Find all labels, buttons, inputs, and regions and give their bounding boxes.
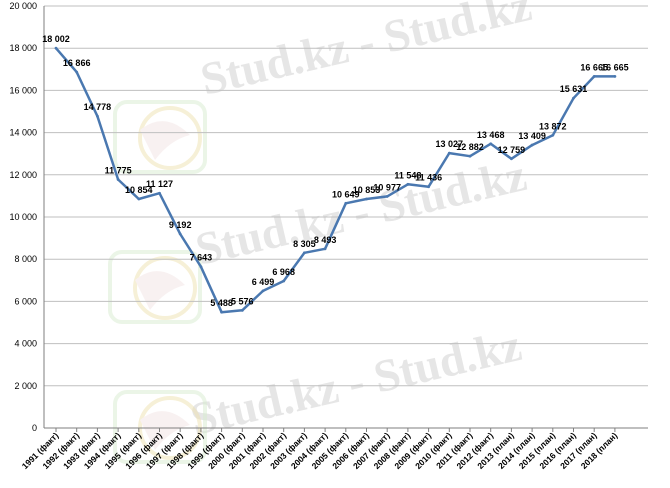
watermark-text: Stud.kz - Stud.kz <box>196 0 536 105</box>
data-label: 13 468 <box>477 130 505 140</box>
data-label: 8 493 <box>314 235 337 245</box>
data-label: 13 409 <box>518 131 546 141</box>
watermark-layer: Stud.kz - Stud.kz Stud.kz - Stud.kz Stud.k… <box>108 0 536 464</box>
watermark-logo-icon <box>108 250 202 324</box>
data-label: 6 968 <box>272 267 295 277</box>
axes <box>43 6 648 432</box>
data-point <box>510 157 513 161</box>
series-layer <box>54 46 617 314</box>
data-point <box>96 114 99 118</box>
data-label: 6 499 <box>252 277 275 287</box>
watermark-text: Stud.kz - Stud.kz <box>191 149 531 275</box>
data-point <box>137 197 141 201</box>
data-label: 5 576 <box>231 296 254 306</box>
y-tick-label: 8 000 <box>14 254 37 264</box>
data-label: 10 977 <box>373 182 401 192</box>
y-tick-label: 12 000 <box>9 170 37 180</box>
data-label: 13 027 <box>436 139 464 149</box>
data-point <box>468 154 472 158</box>
data-point <box>551 133 555 137</box>
series-line <box>55 47 615 314</box>
data-point <box>303 251 306 255</box>
data-point <box>489 142 493 146</box>
data-point <box>406 182 410 186</box>
data-label: 12 882 <box>456 142 484 152</box>
data-point <box>178 232 182 236</box>
data-label: 10 649 <box>332 189 360 199</box>
data-point <box>344 201 348 205</box>
data-label: 11 548 <box>394 170 421 180</box>
data-point <box>592 74 596 78</box>
data-label: 11 775 <box>105 166 132 176</box>
data-label: 10 854 <box>125 185 153 195</box>
data-point <box>385 194 389 198</box>
data-point <box>75 70 79 74</box>
y-tick-label: 10 000 <box>9 212 37 222</box>
y-axis-tick-labels: 0 2 000 4 000 6 000 8 000 10 000 12 000 14 000 1… <box>9 1 37 433</box>
data-label: 7 643 <box>190 253 213 263</box>
data-label: 11 127 <box>146 179 173 189</box>
data-label: 16 665 <box>601 62 629 72</box>
y-tick-label: 20 000 <box>9 1 37 11</box>
data-point <box>572 96 575 100</box>
data-label: 8 305 <box>293 239 316 249</box>
data-label: 10 853 <box>353 185 381 195</box>
data-point <box>158 191 161 195</box>
data-label: 16 866 <box>63 58 91 68</box>
data-label: 16 665 <box>580 62 608 72</box>
y-tick-label: 0 <box>32 423 37 433</box>
data-label: 18 002 <box>42 34 70 44</box>
y-tick-label: 14 000 <box>9 128 37 138</box>
data-label: 11 436 <box>415 173 442 183</box>
watermark-logo-icon <box>113 390 207 464</box>
data-point <box>199 265 203 269</box>
y-tick-label: 6 000 <box>14 296 37 306</box>
data-label: 12 759 <box>498 145 526 155</box>
data-point <box>427 185 430 189</box>
data-point <box>240 308 244 312</box>
data-point <box>116 178 120 181</box>
data-point <box>323 247 327 251</box>
watermark-logo-icon <box>113 100 207 174</box>
y-tick-label: 2 000 <box>14 381 37 391</box>
data-point <box>365 197 368 201</box>
y-tick-label: 16 000 <box>9 85 37 95</box>
y-tick-label: 18 000 <box>9 43 37 53</box>
data-label: 15 631 <box>560 84 588 94</box>
data-point <box>447 151 451 155</box>
data-label: 14 778 <box>84 102 112 112</box>
data-point <box>261 289 265 293</box>
data-point <box>530 143 534 147</box>
x-axis-tick-labels: 1991 (факт)1992 (факт)1993 (факт)1994 (ф… <box>20 430 620 471</box>
data-point <box>613 74 617 78</box>
data-label: 13 872 <box>539 121 567 131</box>
data-point <box>54 46 58 50</box>
data-point <box>282 279 286 283</box>
data-label: 5 488 <box>210 298 233 308</box>
data-label: 9 192 <box>169 220 192 230</box>
data-point <box>220 310 224 314</box>
y-tick-label: 4 000 <box>14 339 37 349</box>
watermark-text: Stud.kz - Stud.kz <box>186 319 526 445</box>
